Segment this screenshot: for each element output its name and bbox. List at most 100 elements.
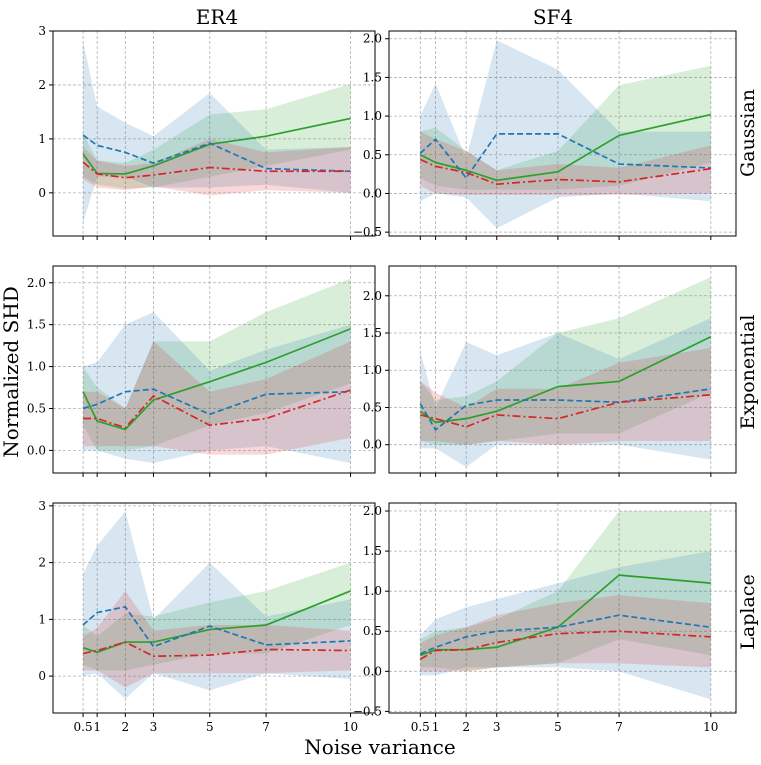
- panel-sf4-gaussian-band-blue: [420, 40, 711, 229]
- panel-er4-exponential-line-green: [82, 328, 351, 431]
- panel-sf4-laplace-ytick-label-0: −0.5: [353, 704, 382, 718]
- panel-sf4-exponential-frame: [388, 265, 737, 474]
- panel-sf4-gaussian-line-red: [419, 158, 711, 186]
- panel-sf4-laplace-ytick-label-4: 1.5: [363, 544, 382, 558]
- panel-sf4-laplace-xtick-label-2: 2: [462, 720, 470, 734]
- panel-sf4-exponential-band-green: [420, 277, 711, 445]
- panel-sf4-laplace-ytick-label-5: 2.0: [363, 504, 382, 518]
- panel-sf4-laplace-frame: [388, 502, 737, 714]
- x-axis-title: Noise variance: [304, 735, 455, 759]
- panel-er4-laplace-ytick-label-2: 2: [38, 556, 46, 570]
- panel-sf4-exponential-ytick-label-4: 2.0: [363, 289, 382, 303]
- panel-er4-laplace-line-blue: [82, 606, 351, 648]
- panel-er4-exponential-frame: [52, 265, 376, 474]
- panel-sf4-laplace-ytick-label-3: 1.0: [363, 584, 382, 598]
- panel-er4-gaussian: 0 1 2 3: [38, 24, 376, 240]
- panel-sf4-exponential-ytick-label-3: 1.5: [363, 326, 382, 340]
- panel-er4-laplace-xtick-label-4: 5: [206, 720, 214, 734]
- panel-er4-laplace-xtick-label-3: 3: [150, 720, 158, 734]
- panel-sf4-gaussian-ytick-label-2: 0.5: [363, 148, 382, 162]
- panel-er4-laplace-xtick-label-6: 10: [343, 720, 358, 734]
- panel-er4-exponential-ytick-label-1: 0.5: [27, 401, 46, 415]
- panel-er4-exponential-band-green: [83, 278, 351, 451]
- panel-sf4-exponential-band-blue: [420, 318, 711, 468]
- panel-er4-gaussian-frame: [52, 30, 376, 237]
- panel-sf4-exponential-ytick-label-1: 0.5: [363, 400, 382, 414]
- panel-sf4-laplace-line-blue: [419, 614, 711, 655]
- panel-er4-gaussian-plot-area: [82, 41, 351, 223]
- panel-er4-exponential-ytick-label-2: 1.0: [27, 360, 46, 374]
- panel-sf4-exponential-ytick-label-0: 0.0: [363, 438, 382, 452]
- panel-sf4-laplace-xtick-label-0: 0.5: [411, 720, 430, 734]
- panel-sf4-laplace-xtick-label-1: 1: [432, 720, 440, 734]
- panel-er4-exponential-plot-area: [82, 278, 351, 463]
- panel-er4-laplace-plot-area: [82, 511, 351, 699]
- panel-sf4-gaussian-band-green: [420, 65, 711, 190]
- panel-sf4-gaussian-ytick-label-3: 1.0: [363, 109, 382, 123]
- panel-sf4-gaussian-line-blue: [419, 133, 711, 179]
- panel-er4-exponential-line-blue: [82, 388, 351, 416]
- panel-sf4-gaussian-frame: [388, 30, 737, 237]
- panel-sf4-exponential-plot-area: [419, 277, 712, 468]
- panel-er4-gaussian-ytick-label-3: 3: [38, 24, 46, 38]
- panel-er4-exponential-ytick-label-0: 0.0: [27, 443, 46, 457]
- panel-er4-exponential-ytick-label-3: 1.5: [27, 318, 46, 332]
- panel-er4-exponential: 0.0 0.5 1.0 1.5 2.0: [27, 265, 376, 477]
- panel-sf4-gaussian: −0.5 0.0 0.5 1.0 1.5 2.0: [353, 30, 737, 240]
- panel-sf4-gaussian-line-green: [419, 113, 712, 182]
- panel-sf4-exponential-line-blue: [419, 388, 711, 431]
- panel-er4-laplace-xtick-label-0: 0.5: [74, 720, 93, 734]
- panel-sf4-laplace-ytick-label-2: 0.5: [363, 624, 382, 638]
- panel-sf4-gaussian-ytick-label-5: 2.0: [363, 32, 382, 46]
- panel-er4-laplace-ytick-label-1: 1: [38, 612, 46, 626]
- panel-er4-laplace-xtick-label-1: 1: [93, 720, 101, 734]
- panels-group: 0123−0.50.00.51.01.52.00.00.51.01.52.00.…: [27, 24, 737, 734]
- panel-er4-gaussian-ytick-label-1: 1: [38, 132, 46, 146]
- panel-er4-exponential-ytick-label-4: 2.0: [27, 276, 46, 290]
- panel-sf4-laplace-line-red: [419, 630, 711, 661]
- row-title-laplace: Laplace: [737, 574, 759, 649]
- panel-er4-laplace-line-green: [82, 590, 351, 654]
- panel-sf4-exponential-ytick-label-2: 1.0: [363, 363, 382, 377]
- row-title-gaussian: Gaussian: [737, 89, 759, 177]
- panel-sf4-laplace-plot-area: [419, 511, 711, 700]
- panel-er4-gaussian-line-red: [82, 161, 351, 179]
- panel-sf4-exponential: 0.0 0.5 1.0 1.5 2.0: [363, 265, 737, 477]
- panel-sf4-gaussian-plot-area: [419, 40, 712, 229]
- panel-er4-gaussian-band-blue: [83, 41, 351, 223]
- col-title-er4: ER4: [196, 5, 238, 29]
- panel-sf4-exponential-line-red: [420, 393, 711, 428]
- panel-er4-exponential-line-red: [83, 389, 351, 429]
- panel-sf4-laplace-ytick-label-1: 0.0: [363, 664, 382, 678]
- panel-er4-exponential-band-blue: [83, 312, 351, 463]
- panel-er4-gaussian-line-blue: [82, 134, 351, 173]
- panel-sf4-laplace-xtick-label-6: 10: [703, 720, 718, 734]
- panel-er4-gaussian-ytick-label-2: 2: [38, 78, 46, 92]
- panel-er4-laplace-ytick-label-3: 3: [38, 499, 46, 513]
- panel-er4-laplace-ytick-label-0: 0: [38, 669, 46, 683]
- panel-sf4-laplace-xtick-label-3: 3: [493, 720, 501, 734]
- panel-er4-laplace-xtick-label-5: 7: [262, 720, 270, 734]
- panel-sf4-gaussian-ytick-label-1: 0.0: [363, 186, 382, 200]
- panel-er4-gaussian-band-red: [83, 138, 351, 196]
- panel-sf4-gaussian-ytick-label-4: 1.5: [363, 70, 382, 84]
- panel-sf4-laplace: −0.50.00.51.01.52.00.5 1 2 3 5 7 10: [353, 502, 737, 734]
- panel-er4-laplace-band-blue: [83, 511, 351, 699]
- panel-er4-gaussian-ytick-label-0: 0: [38, 186, 46, 200]
- panel-er4-laplace-frame: [52, 502, 376, 714]
- row-title-exponential: Exponential: [737, 314, 759, 429]
- y-axis-title: Normalized SHD: [0, 286, 23, 458]
- panel-er4-laplace-band-red: [83, 590, 351, 688]
- panel-er4-exponential-band-red: [83, 341, 351, 455]
- panel-sf4-laplace-xtick-label-5: 7: [615, 720, 623, 734]
- panel-sf4-exponential-line-green: [419, 335, 712, 424]
- panel-er4-laplace-line-red: [82, 641, 351, 658]
- panel-er4-laplace-xtick-label-2: 2: [121, 720, 129, 734]
- panel-sf4-gaussian-ytick-label-0: −0.5: [353, 225, 382, 239]
- panel-sf4-laplace-xtick-label-4: 5: [554, 720, 562, 734]
- col-title-sf4: SF4: [533, 5, 573, 29]
- panel-er4-laplace-band-green: [83, 562, 351, 671]
